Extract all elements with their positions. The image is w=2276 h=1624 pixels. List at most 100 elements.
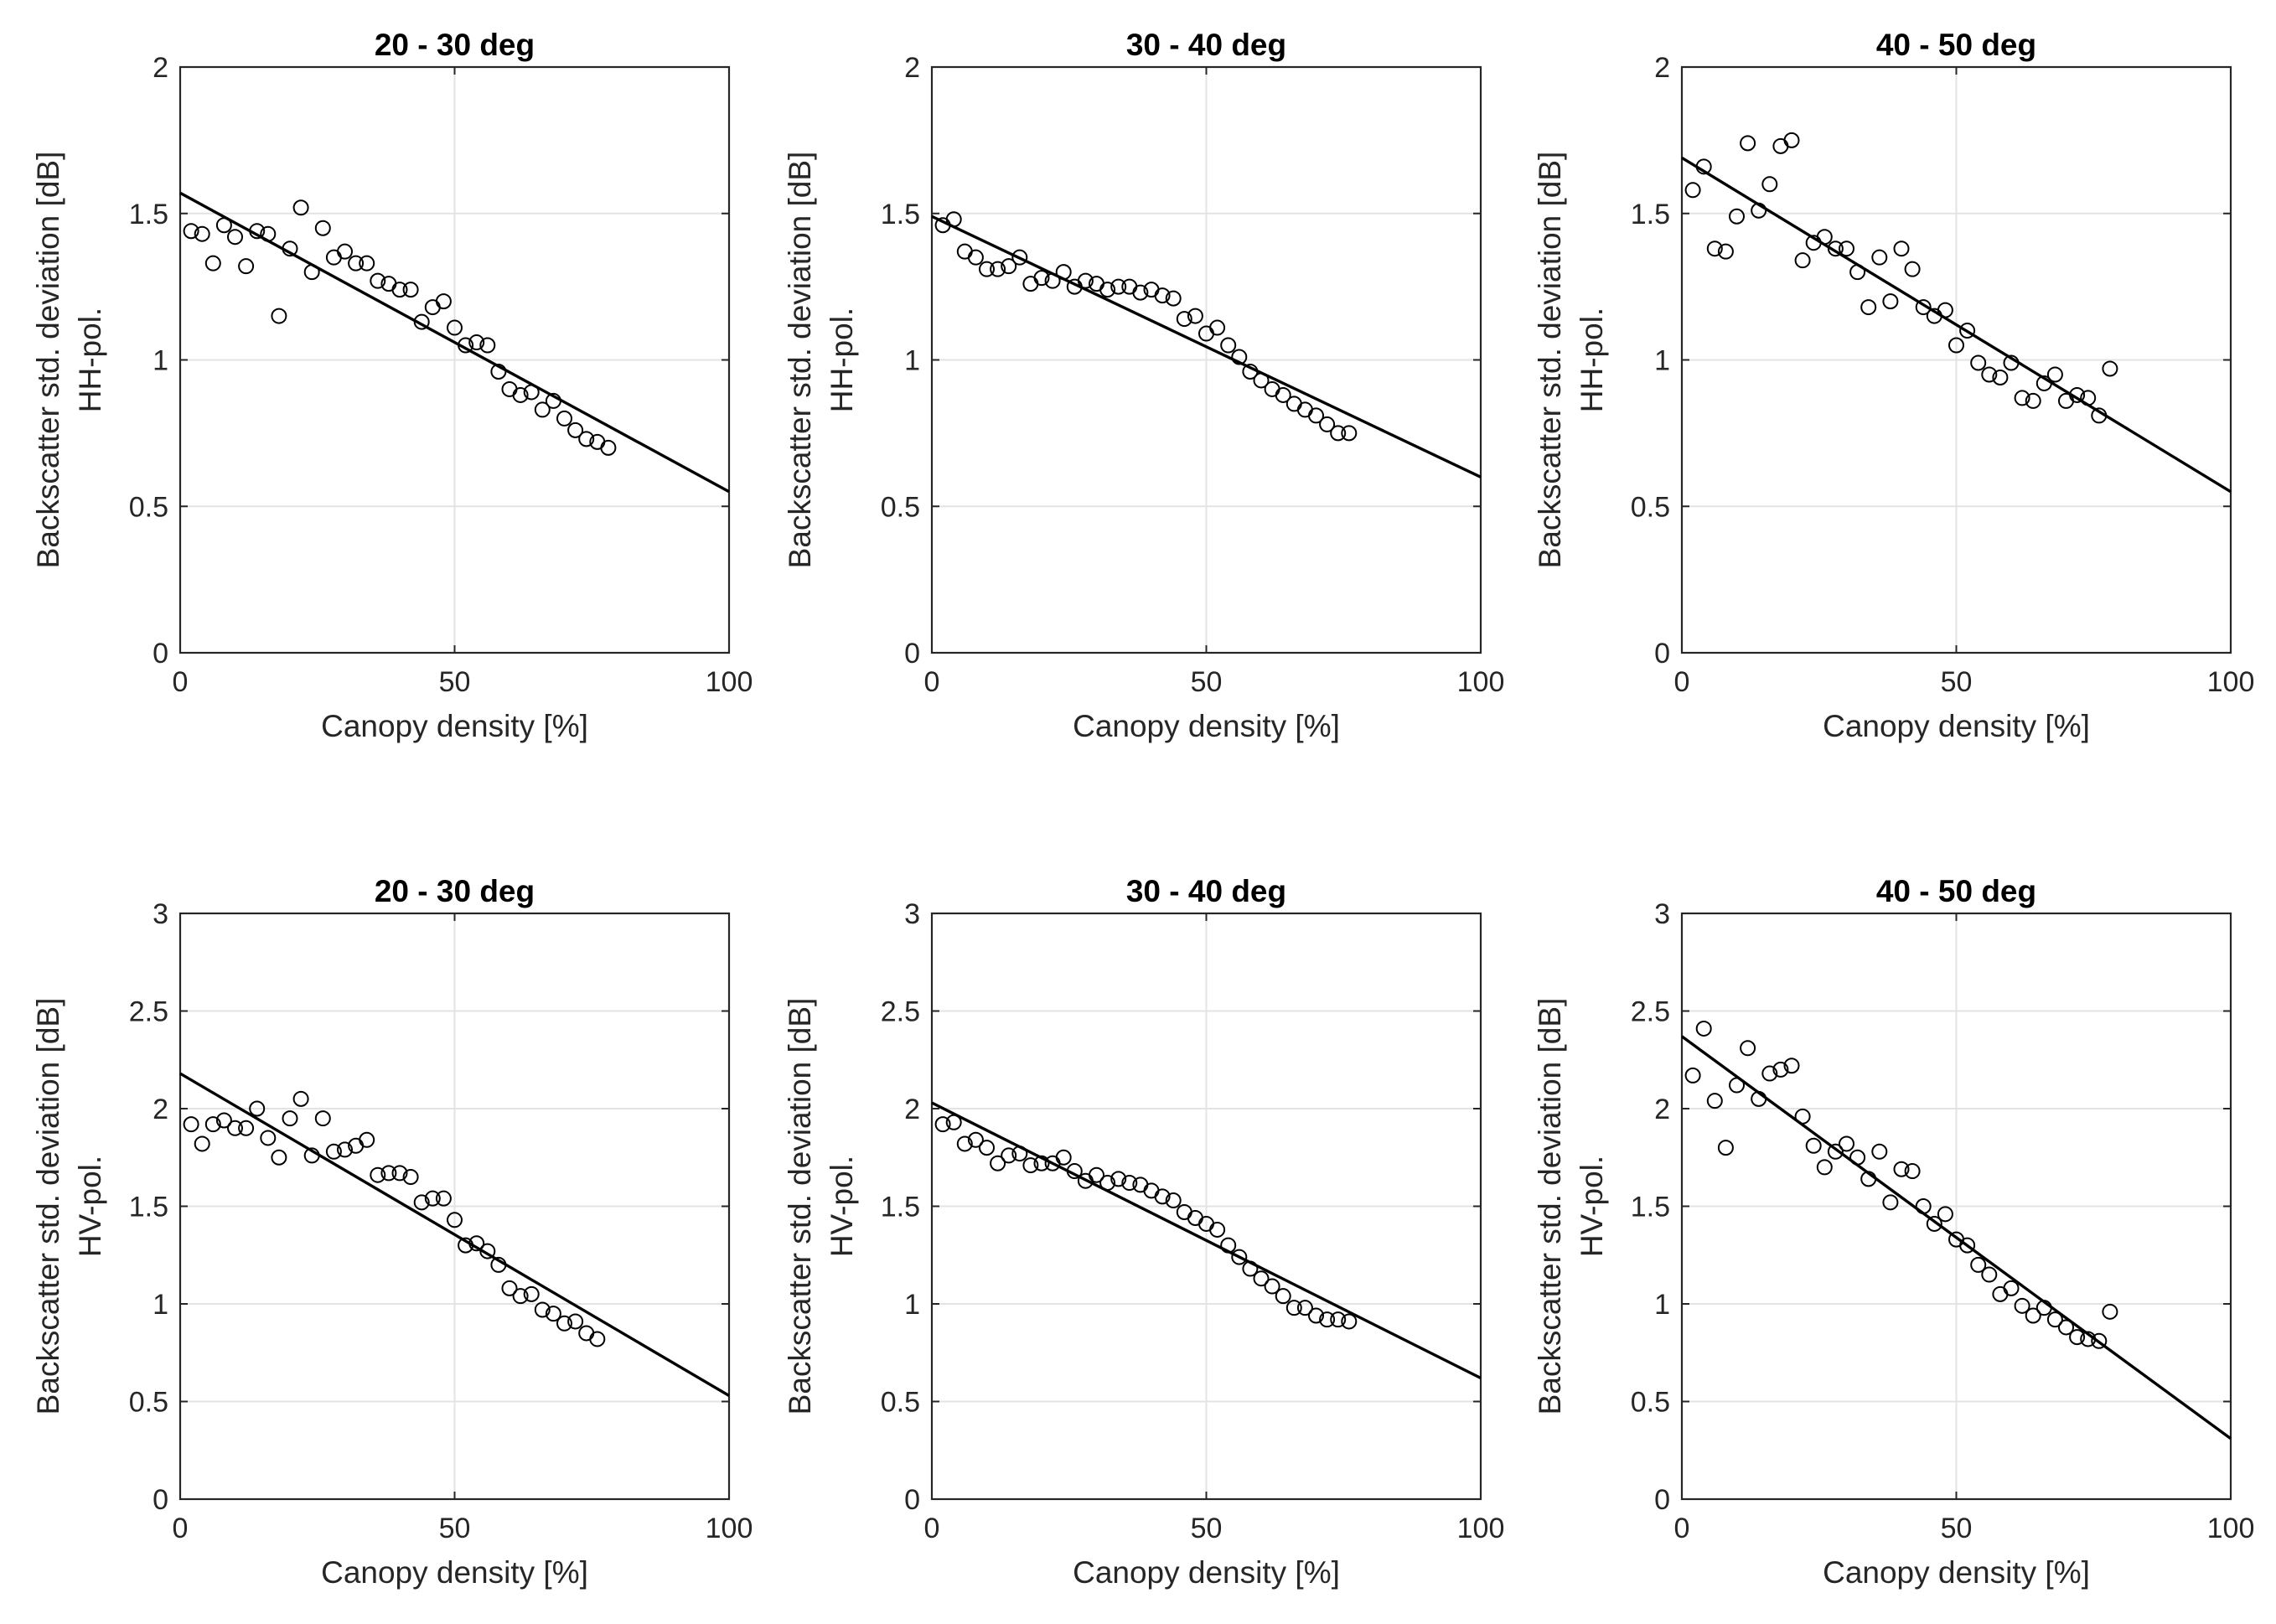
data-point bbox=[556, 410, 572, 427]
data-point bbox=[1893, 1161, 1910, 1177]
data-point bbox=[337, 243, 353, 260]
data-point bbox=[337, 1141, 353, 1158]
data-point bbox=[2014, 390, 2030, 406]
y-tick-label: 1 bbox=[904, 345, 920, 377]
data-point bbox=[2046, 366, 2063, 383]
data-point bbox=[2003, 1280, 2020, 1296]
data-point bbox=[1751, 202, 1767, 219]
data-point bbox=[1308, 407, 1324, 424]
x-tick-label: 50 bbox=[439, 666, 471, 698]
subplot-title: 40 - 50 deg bbox=[1876, 28, 2036, 62]
data-point bbox=[1783, 1058, 1800, 1074]
data-point bbox=[2080, 390, 2097, 406]
data-point bbox=[2046, 1311, 2063, 1328]
subplot-hv-40-50: 0 50 100 0 0.5 1 1.5 2 2.5 3 40 - 50 deg Canopy den… bbox=[1533, 874, 2254, 1590]
data-point bbox=[1231, 349, 1248, 365]
data-point bbox=[501, 380, 518, 397]
data-point bbox=[194, 1135, 210, 1152]
data-point bbox=[292, 1090, 309, 1107]
data-point bbox=[1011, 249, 1028, 266]
data-point bbox=[1242, 1260, 1259, 1277]
data-point bbox=[1341, 1313, 1358, 1330]
data-point bbox=[967, 249, 984, 266]
subplot-hv-30-40: 0 50 100 0 0.5 1 1.5 2 2.5 3 30 - 40 deg Canopy den… bbox=[783, 874, 1504, 1590]
y-tick-label: 1.5 bbox=[1631, 1192, 1670, 1223]
data-point bbox=[2080, 1331, 2097, 1347]
data-point bbox=[1860, 1171, 1877, 1187]
data-point bbox=[458, 1237, 474, 1254]
data-point bbox=[490, 363, 507, 380]
y-tick-label: 0 bbox=[1654, 1484, 1670, 1516]
data-point bbox=[1904, 261, 1921, 277]
data-point bbox=[600, 439, 617, 456]
data-point bbox=[1330, 1311, 1347, 1328]
data-point bbox=[1904, 1163, 1921, 1180]
data-point bbox=[1011, 1146, 1028, 1162]
data-point bbox=[1871, 249, 1888, 266]
y-tick-label: 1.5 bbox=[881, 1192, 920, 1223]
data-point bbox=[1285, 1300, 1302, 1316]
subplot-hh-20-30: 0 50 100 0 0.5 1 1.5 2 20 - 30 deg Canopy density… bbox=[31, 28, 753, 743]
data-point bbox=[1772, 1061, 1789, 1078]
x-axis-label: Canopy density [%] bbox=[321, 709, 588, 743]
data-point bbox=[1816, 1159, 1833, 1176]
y-tick-label: 0.5 bbox=[1631, 1387, 1670, 1419]
data-point bbox=[227, 229, 243, 246]
data-point bbox=[1794, 252, 1811, 269]
data-point bbox=[1022, 1157, 1039, 1174]
data-point bbox=[2003, 354, 2020, 371]
data-point bbox=[1970, 354, 1987, 371]
data-point bbox=[1706, 240, 1723, 257]
x-tick-label: 0 bbox=[173, 1513, 189, 1544]
y-tick-label: 1 bbox=[904, 1289, 920, 1321]
x-tick-label: 0 bbox=[924, 1513, 940, 1544]
data-point bbox=[1220, 337, 1237, 354]
data-point bbox=[413, 313, 430, 330]
subplot-title: 40 - 50 deg bbox=[1876, 874, 2036, 908]
data-point bbox=[1089, 1166, 1104, 1183]
data-point bbox=[1772, 137, 1789, 154]
subplot-title: 20 - 30 deg bbox=[375, 874, 535, 908]
data-point bbox=[1319, 1311, 1336, 1328]
y-tick-label: 0 bbox=[1654, 638, 1670, 670]
y-tick-label: 0 bbox=[153, 638, 168, 670]
data-point bbox=[424, 299, 441, 316]
data-point bbox=[1717, 1140, 1734, 1156]
data-point bbox=[1187, 1209, 1203, 1226]
y-tick-label: 0.5 bbox=[129, 491, 168, 523]
data-point bbox=[260, 1130, 277, 1146]
data-point bbox=[1099, 282, 1116, 298]
data-point bbox=[990, 1155, 1006, 1171]
data-point bbox=[1695, 158, 1712, 175]
subplot-hh-30-40: 0 50 100 0 0.5 1 1.5 2 30 - 40 deg Canopy density… bbox=[783, 28, 1504, 743]
data-point bbox=[1242, 363, 1259, 380]
data-point bbox=[1816, 229, 1833, 246]
data-point bbox=[249, 1100, 266, 1117]
data-point bbox=[1165, 290, 1182, 307]
data-point bbox=[1992, 1285, 2009, 1302]
regression-line bbox=[179, 191, 730, 494]
data-point bbox=[271, 308, 287, 324]
data-point bbox=[1264, 380, 1280, 397]
data-point bbox=[204, 255, 221, 272]
data-point bbox=[359, 1131, 375, 1148]
data-point bbox=[1285, 396, 1302, 412]
data-point bbox=[1275, 1288, 1291, 1305]
data-point bbox=[1849, 1149, 1866, 1166]
data-point bbox=[1970, 1256, 1987, 1273]
y-axis-label-pol: HV-pol. bbox=[73, 1156, 107, 1257]
y-axis-label: Backscatter std. deviation [dB] bbox=[783, 998, 817, 1415]
data-point bbox=[1001, 258, 1017, 275]
data-point bbox=[956, 243, 973, 260]
data-point bbox=[2035, 1300, 2052, 1316]
data-point bbox=[2102, 360, 2118, 377]
data-point bbox=[260, 225, 277, 242]
data-point bbox=[1143, 1182, 1160, 1199]
y-tick-label: 0 bbox=[904, 1484, 920, 1516]
data-point bbox=[1959, 1237, 1976, 1254]
data-point bbox=[1296, 1300, 1313, 1316]
x-tick-label: 0 bbox=[924, 666, 940, 698]
data-point bbox=[1761, 1065, 1778, 1082]
data-point bbox=[512, 1288, 529, 1305]
y-tick-label: 0 bbox=[904, 638, 920, 670]
